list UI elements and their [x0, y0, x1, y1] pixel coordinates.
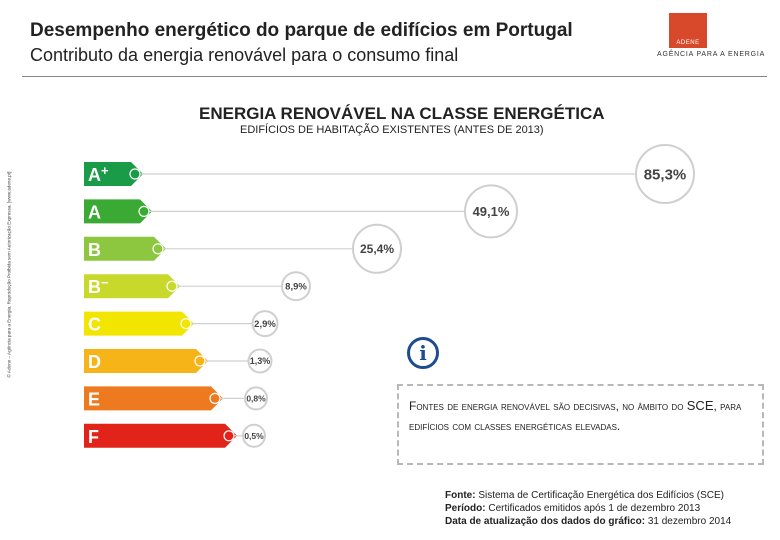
source-fonte-value: Sistema de Certificação Energética dos E…: [478, 490, 724, 501]
source-block: Fonte: Sistema de Certificação Energétic…: [445, 489, 731, 528]
class-arrow-5: [84, 349, 208, 373]
class-label-6: E: [88, 389, 100, 409]
arrow-ring-5: [194, 355, 206, 367]
logo-mark-text: ADENE: [676, 40, 700, 46]
callout-text-em: SCE: [686, 398, 714, 413]
arrow-ring-1: [138, 205, 150, 217]
value-bubble-1: [464, 184, 518, 239]
class-arrow-0: [84, 162, 143, 186]
value-label-5: 1,3%: [250, 356, 271, 366]
class-label-5: D: [88, 352, 101, 372]
value-bubble-7: [242, 423, 266, 448]
class-arrow-2: [84, 236, 166, 261]
value-bubble-6: [244, 386, 268, 411]
header-divider: [22, 76, 767, 77]
arrow-ring-6: [209, 392, 221, 404]
chart-subtitle: EDIFÍCIOS DE HABITAÇÃO EXISTENTES (ANTES…: [240, 124, 544, 136]
class-arrow-1: [84, 199, 152, 224]
callout-text-2: , para edifícios com classes energéticas…: [409, 399, 742, 433]
source-data-value: 31 dezembro 2014: [647, 516, 732, 527]
class-arrow-4: [84, 311, 194, 336]
page-title: Desempenho energético do parque de edifí…: [30, 20, 573, 41]
source-periodo-label: Período:: [445, 503, 486, 514]
class-arrow-6: [84, 386, 223, 411]
logo-caption: AGÊNCIA PARA A ENERGIA: [657, 51, 766, 58]
source-data-label: Data de atualização dos dados do gráfico…: [445, 516, 646, 527]
arrow-ring-7: [223, 430, 235, 442]
source-periodo-value: Certificados emitidos após 1 de dezembro…: [488, 503, 701, 514]
arrow-ring-3: [166, 280, 178, 292]
value-bubble-2: [352, 223, 402, 274]
class-label-7: F: [88, 427, 99, 447]
class-arrow-3: [84, 274, 180, 299]
callout-box: Fontes de energia renovável são decisiva…: [397, 384, 764, 465]
value-label-1: 49,1%: [473, 204, 510, 219]
value-bubble-3: [281, 271, 311, 302]
value-bubble-5: [247, 348, 273, 374]
value-bubble-4: [251, 310, 279, 338]
adene-logo: ADENE: [669, 13, 707, 48]
class-arrow-7: [84, 423, 237, 448]
value-label-7: 0,5%: [244, 431, 264, 441]
value-label-6: 0,8%: [246, 393, 266, 403]
class-label-4: C: [88, 315, 101, 335]
arrow-ring-4: [180, 318, 192, 330]
chart-title: ENERGIA RENOVÁVEL NA CLASSE ENERGÉTICA: [199, 104, 605, 123]
value-label-0: 85,3%: [644, 166, 687, 183]
source-fonte-label: Fonte:: [445, 490, 476, 501]
info-icon: i: [407, 337, 439, 369]
class-label-1: A: [88, 202, 101, 222]
value-label-2: 25,4%: [360, 242, 394, 256]
arrow-ring-0: [129, 168, 141, 180]
arrow-ring-2: [152, 243, 164, 255]
value-label-3: 8,9%: [285, 282, 307, 293]
class-label-2: B: [88, 240, 101, 260]
value-bubble-0: [635, 144, 695, 204]
value-label-4: 2,9%: [254, 319, 276, 330]
callout-text-1: Fontes de energia renovável são decisiva…: [409, 399, 687, 413]
page-subtitle: Contributo da energia renovável para o c…: [30, 45, 459, 65]
